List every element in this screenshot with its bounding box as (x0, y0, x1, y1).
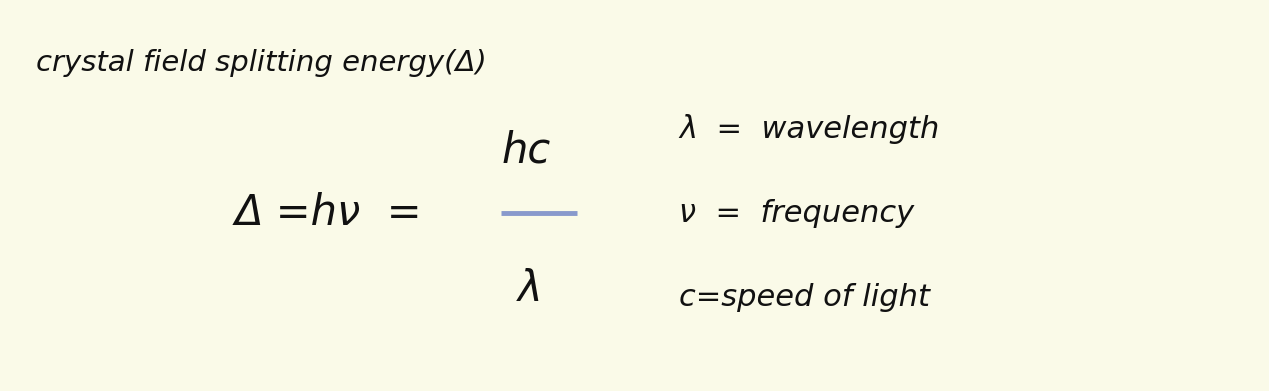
Text: c=speed of light: c=speed of light (679, 283, 930, 312)
Text: Δ =hν  =: Δ =hν = (235, 192, 423, 234)
Text: crystal field splitting energy(Δ): crystal field splitting energy(Δ) (36, 48, 486, 77)
Text: λ: λ (518, 268, 543, 310)
Text: λ  =  wavelength: λ = wavelength (679, 114, 939, 144)
Text: ν  =  frequency: ν = frequency (679, 199, 914, 228)
Text: hc: hc (503, 129, 551, 172)
